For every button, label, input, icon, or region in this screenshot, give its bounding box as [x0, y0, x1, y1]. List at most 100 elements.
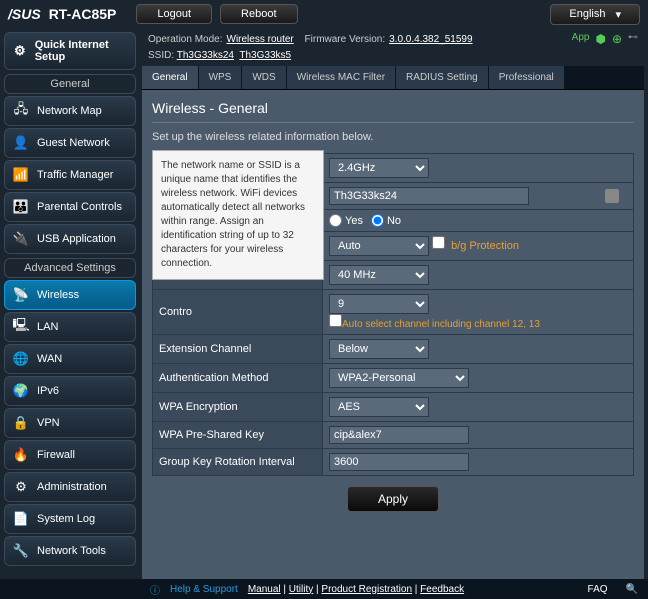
nav-label: Network Map: [37, 105, 102, 117]
quick-setup-button[interactable]: ⚙ Quick Internet Setup: [4, 32, 136, 70]
nav-label: Parental Controls: [37, 201, 122, 213]
wifi-status-icon: ⊕: [612, 32, 622, 46]
language-button[interactable]: English ▾: [550, 4, 640, 25]
app-link[interactable]: App: [572, 32, 590, 46]
general-section-header: General: [4, 74, 136, 94]
op-mode-label: Operation Mode:: [148, 34, 223, 45]
feedback-link[interactable]: Feedback: [420, 584, 464, 595]
tab-professional[interactable]: Professional: [489, 66, 565, 89]
registration-link[interactable]: Product Registration: [321, 584, 412, 595]
wpa-enc-label: WPA Encryption: [153, 393, 323, 422]
channel-bw-select[interactable]: 40 MHz: [329, 265, 429, 285]
nav-label: WAN: [37, 353, 62, 365]
nav-label: Traffic Manager: [37, 169, 113, 181]
tab-radius[interactable]: RADIUS Setting: [396, 66, 489, 89]
auto-channel-checkbox[interactable]: [329, 314, 342, 327]
quick-setup-label: Quick Internet Setup: [35, 39, 127, 63]
wireless-mode-select[interactable]: Auto: [329, 236, 429, 256]
nav-lan[interactable]: 🖳LAN: [4, 312, 136, 342]
nav-label: Guest Network: [37, 137, 110, 149]
ssid-label: SSID:: [148, 50, 174, 61]
nav-label: Administration: [37, 481, 107, 493]
ssid2-link[interactable]: Th3G33ks5: [239, 50, 291, 61]
auth-method-label: Authentication Method: [153, 364, 323, 393]
language-label: English: [569, 8, 605, 20]
nav-label: Wireless: [37, 289, 79, 301]
tab-wds[interactable]: WDS: [242, 66, 286, 89]
gkri-input[interactable]: [329, 453, 469, 471]
vpn-icon: 🔒: [13, 415, 29, 431]
admin-icon: ⚙: [13, 479, 29, 495]
nav-label: IPv6: [37, 385, 59, 397]
reboot-button[interactable]: Reboot: [220, 4, 297, 24]
nav-parental-controls[interactable]: 👪 Parental Controls: [4, 192, 136, 222]
nav-network-tools[interactable]: 🔧 Network Tools: [4, 536, 136, 566]
parental-icon: 👪: [13, 199, 29, 215]
gkri-label: Group Key Rotation Interval: [153, 449, 323, 476]
nav-administration[interactable]: ⚙ Administration: [4, 472, 136, 502]
tools-icon: 🔧: [13, 543, 29, 559]
nav-label: USB Application: [37, 233, 116, 245]
sidebar: ⚙ Quick Internet Setup General 🖧Network …: [0, 28, 140, 583]
nav-usb-application[interactable]: 🔌 USB Application: [4, 224, 136, 254]
bg-protection-checkbox[interactable]: [432, 236, 445, 249]
nav-label: Network Tools: [37, 545, 106, 557]
brand-logo: /SUS: [8, 6, 41, 22]
ext-channel-label: Extension Channel: [153, 335, 323, 364]
psk-label: WPA Pre-Shared Key: [153, 422, 323, 449]
bg-protection-label: b/g Protection: [451, 240, 519, 252]
nav-wireless[interactable]: 📡 Wireless: [4, 280, 136, 310]
psk-input[interactable]: [329, 426, 469, 444]
chevron-down-icon: ▾: [615, 8, 621, 21]
nav-system-log[interactable]: 📄System Log: [4, 504, 136, 534]
fw-link[interactable]: 3.0.0.4.382_51599: [389, 34, 472, 45]
wireless-icon: 📡: [13, 287, 29, 303]
wan-icon: 🌐: [13, 351, 29, 367]
usb-status-icon: ⊷: [628, 32, 638, 46]
nav-guest-network[interactable]: 👤 Guest Network: [4, 128, 136, 158]
manual-link[interactable]: Manual: [248, 584, 281, 595]
ipv6-icon: 🌍: [13, 383, 29, 399]
usb-icon: 🔌: [13, 231, 29, 247]
ssid-tooltip: The network name or SSID is a unique nam…: [152, 150, 324, 280]
wpa-enc-select[interactable]: AES: [329, 397, 429, 417]
auth-method-select[interactable]: WPA2-Personal: [329, 368, 469, 388]
hide-no-radio[interactable]: No: [371, 214, 401, 227]
fw-label: Firmware Version:: [305, 34, 386, 45]
nav-wan[interactable]: 🌐 WAN: [4, 344, 136, 374]
setup-icon: ⚙: [13, 43, 27, 59]
lan-icon: 🖳: [13, 319, 29, 335]
nav-ipv6[interactable]: 🌍 IPv6: [4, 376, 136, 406]
footer-links: Manual | Utility | Product Registration …: [248, 584, 464, 595]
firewall-icon: 🔥: [13, 447, 29, 463]
tab-wps[interactable]: WPS: [199, 66, 243, 89]
nav-traffic-manager[interactable]: 📶Traffic Manager: [4, 160, 136, 190]
control-channel-select[interactable]: 9: [329, 294, 429, 314]
model-name: RT-AC85P: [49, 6, 117, 22]
page-desc: Set up the wireless related information …: [152, 131, 634, 143]
band-select[interactable]: 2.4GHz: [329, 158, 429, 178]
guest-icon: 👤: [13, 135, 29, 151]
help-support-link[interactable]: Help & Support: [170, 584, 238, 595]
nav-firewall[interactable]: 🔥Firewall: [4, 440, 136, 470]
tab-mac-filter[interactable]: Wireless MAC Filter: [287, 66, 396, 89]
nav-vpn[interactable]: 🔒 VPN: [4, 408, 136, 438]
ssid-input[interactable]: [329, 187, 529, 205]
op-mode-link[interactable]: Wireless router: [227, 34, 294, 45]
nav-label: System Log: [37, 513, 95, 525]
page-title: Wireless - General: [152, 100, 634, 123]
hide-yes-radio[interactable]: Yes: [329, 214, 363, 227]
nav-label: VPN: [37, 417, 60, 429]
logout-button[interactable]: Logout: [136, 4, 212, 24]
nav-network-map[interactable]: 🖧Network Map: [4, 96, 136, 126]
tab-general[interactable]: General: [142, 66, 199, 89]
utility-link[interactable]: Utility: [289, 584, 313, 595]
faq-link[interactable]: FAQ: [588, 584, 608, 595]
qr-icon[interactable]: [605, 189, 619, 203]
apply-button[interactable]: Apply: [347, 486, 439, 512]
control-channel-label: Contro: [153, 290, 323, 335]
tabs: General WPS WDS Wireless MAC Filter RADI…: [142, 66, 644, 90]
search-icon[interactable]: 🔍: [626, 584, 638, 595]
ssid1-link[interactable]: Th3G33ks24: [177, 50, 234, 61]
ext-channel-select[interactable]: Below: [329, 339, 429, 359]
